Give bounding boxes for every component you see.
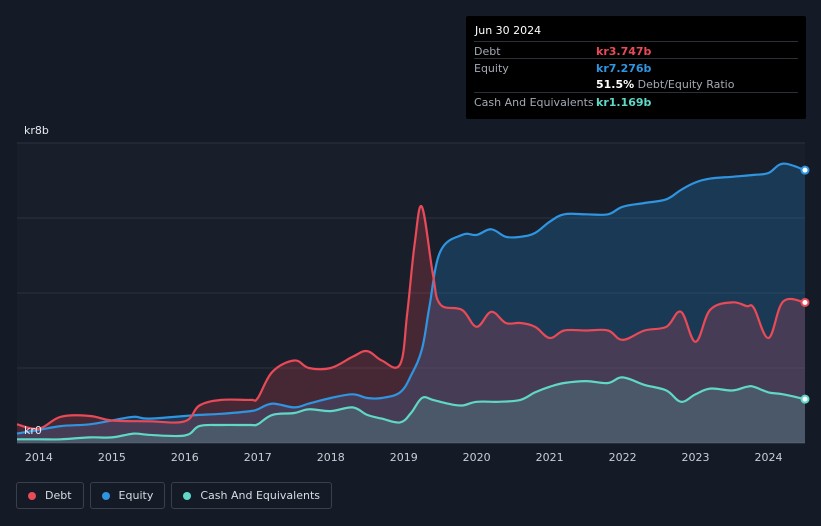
- tooltip-label-equity: Equity: [474, 62, 509, 75]
- tooltip-value-debt: kr3.747b: [596, 45, 652, 58]
- tooltip-row-debt: Debt kr3.747b: [474, 41, 798, 59]
- legend-item-debt[interactable]: Debt: [16, 482, 84, 509]
- x-tick-label: 2018: [317, 451, 345, 464]
- legend-label-equity: Equity: [118, 489, 154, 502]
- legend-item-cash[interactable]: Cash And Equivalents: [171, 482, 332, 509]
- tooltip-value-cash: kr1.169b: [596, 96, 652, 109]
- cash-and-equivalents-area: [17, 377, 805, 443]
- tooltip-ratio: 51.5% Debt/Equity Ratio: [596, 78, 734, 91]
- x-tick-label: 2020: [463, 451, 491, 464]
- y-tick-label-bottom: kr0: [24, 424, 42, 437]
- equity-end-marker: [800, 165, 810, 175]
- y-tick-label-top: kr8b: [24, 124, 49, 137]
- tooltip-label-debt: Debt: [474, 45, 501, 58]
- tooltip-label-cash: Cash And Equivalents: [474, 96, 594, 109]
- tooltip-row-equity: Equity kr7.276b: [474, 58, 798, 76]
- tooltip-ratio-value: 51.5%: [596, 78, 635, 91]
- debt-dot-icon: [28, 491, 36, 500]
- cash-and-equivalents-line: [17, 376, 806, 441]
- x-tick-label: 2016: [171, 451, 199, 464]
- x-tick-label: 2014: [25, 451, 53, 464]
- tooltip-panel: Jun 30 2024 Debt kr3.747b Equity kr7.276…: [466, 16, 806, 119]
- equity-area: [17, 163, 805, 443]
- x-tick-label: 2021: [536, 451, 564, 464]
- debt-end-marker: [800, 297, 810, 307]
- x-tick-label: 2015: [98, 451, 126, 464]
- debt-line: [16, 204, 806, 431]
- tooltip-date: Jun 30 2024: [475, 24, 542, 37]
- x-tick-label: 2023: [682, 451, 710, 464]
- legend: Debt Equity Cash And Equivalents: [16, 482, 332, 511]
- x-tick-label: 2022: [609, 451, 637, 464]
- legend-item-equity[interactable]: Equity: [89, 482, 166, 509]
- x-tick-label: 2024: [755, 451, 783, 464]
- x-tick-label: 2017: [244, 451, 272, 464]
- x-tick-label: 2019: [390, 451, 418, 464]
- tooltip-row-cash: Cash And Equivalents kr1.169b: [474, 92, 798, 110]
- tooltip-ratio-label: Debt/Equity Ratio: [637, 78, 735, 91]
- tooltip-value-equity: kr7.276b: [596, 62, 652, 75]
- equity-dot-icon: [101, 491, 110, 500]
- legend-label-cash: Cash And Equivalents: [200, 489, 320, 502]
- cash-dot-icon: [183, 491, 192, 500]
- cash-and-equivalents-end-marker: [800, 394, 810, 404]
- tooltip-row-ratio: 51.5% Debt/Equity Ratio: [474, 75, 798, 92]
- legend-label-debt: Debt: [45, 489, 72, 502]
